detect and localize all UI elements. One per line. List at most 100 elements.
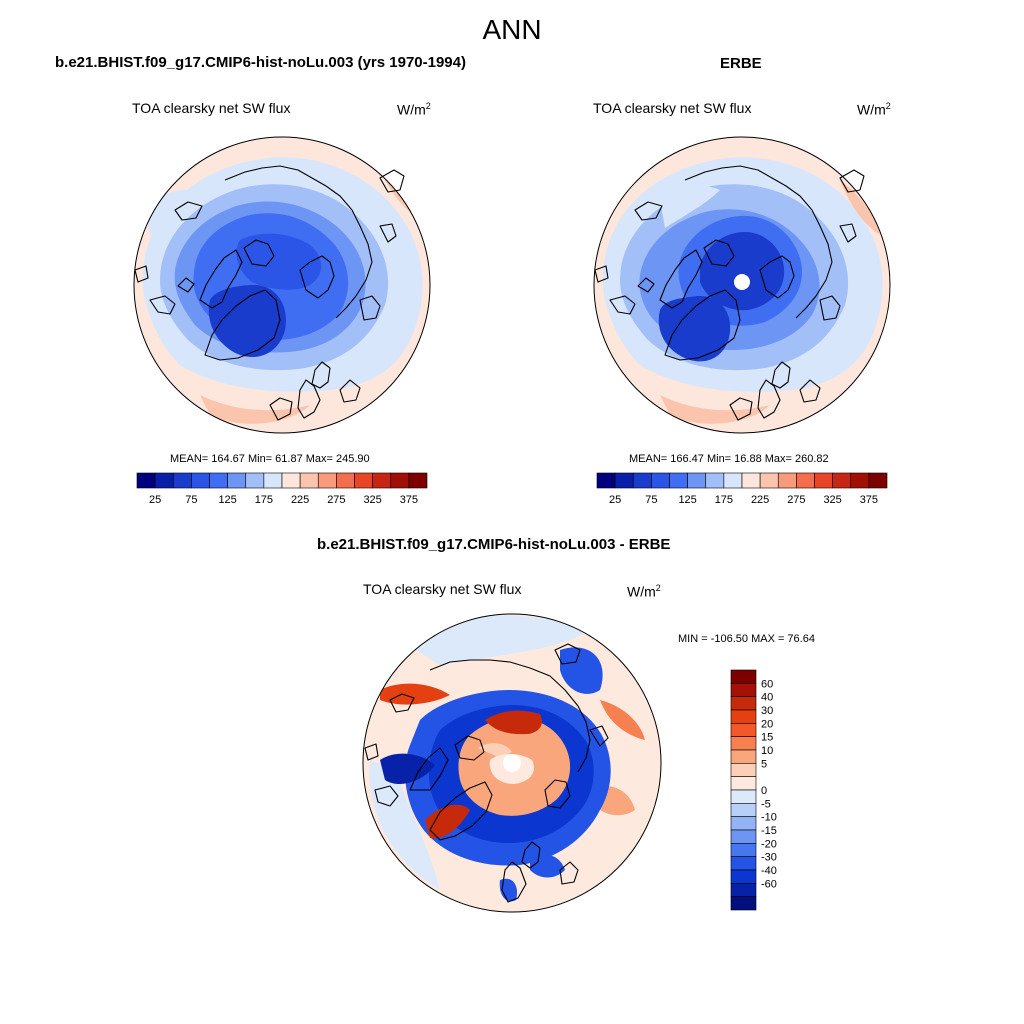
colorbar-obs-swatch bbox=[814, 472, 833, 489]
colorbar-obs-swatch bbox=[632, 472, 652, 489]
colorbar-diff-tick-label: 10 bbox=[761, 745, 773, 757]
colorbar-diff-swatch bbox=[730, 749, 757, 764]
colorbar-diff-tick-label: -20 bbox=[761, 838, 777, 850]
panel-a-variable: TOA clearsky net SW flux bbox=[132, 100, 291, 116]
colorbar-diff-swatch bbox=[730, 763, 757, 777]
colorbar-diff-swatch bbox=[730, 723, 757, 737]
panel-b-units: W/m2 bbox=[857, 101, 891, 118]
panel-c-variable: TOA clearsky net SW flux bbox=[363, 581, 522, 597]
colorbar-obs-tick-label: 75 bbox=[645, 494, 657, 506]
colorbar-model-swatch bbox=[299, 472, 319, 489]
colorbar-obs-swatch bbox=[759, 472, 779, 489]
panel-b-title: ERBE bbox=[720, 55, 762, 72]
colorbar-model-tick-label: 175 bbox=[255, 494, 273, 506]
colorbar-model-swatch bbox=[227, 472, 247, 489]
colorbar-obs-tick-label: 225 bbox=[751, 494, 769, 506]
colorbar-model-swatch bbox=[372, 472, 392, 489]
colorbar-model-tick-label: 25 bbox=[149, 494, 161, 506]
colorbar-diff-swatch bbox=[730, 669, 757, 684]
panel-b-stats: MEAN= 166.47 Min= 16.88 Max= 260.82 bbox=[629, 453, 829, 465]
colorbar-obs-swatch bbox=[651, 472, 670, 489]
panel-c-stats: MIN = -106.50 MAX = 76.64 bbox=[678, 633, 815, 645]
colorbar-model-swatch bbox=[390, 472, 410, 489]
colorbar-obs-swatch bbox=[614, 472, 634, 489]
colorbar-diff-swatch bbox=[730, 683, 757, 697]
colorbar-obs-swatch bbox=[850, 472, 870, 489]
panel-c-title: b.e21.BHIST.f09_g17.CMIP6-hist-noLu.003 … bbox=[317, 536, 671, 553]
colorbar-diff-tick-label: 5 bbox=[761, 758, 767, 770]
colorbar-model-swatch bbox=[263, 472, 283, 489]
map-obs bbox=[593, 136, 891, 434]
map-model-coastlines bbox=[134, 165, 405, 421]
colorbar-diff-swatch bbox=[730, 896, 757, 911]
map-obs-coastlines bbox=[594, 165, 865, 421]
colorbar-diff-swatch bbox=[730, 843, 757, 857]
colorbar-diff-swatch bbox=[730, 709, 757, 724]
map-diff-coastlines bbox=[364, 643, 609, 903]
colorbar-diff-tick-label: 0 bbox=[761, 785, 767, 797]
colorbar-obs-tick-label: 175 bbox=[715, 494, 733, 506]
colorbar-model-tick-label: 275 bbox=[327, 494, 345, 506]
colorbar-diff-swatch bbox=[730, 883, 757, 897]
colorbar-obs-swatch bbox=[741, 472, 761, 489]
panel-a-units: W/m2 bbox=[397, 101, 431, 118]
colorbar-obs-swatch bbox=[596, 472, 616, 489]
colorbar-model-swatch bbox=[354, 472, 373, 489]
colorbar-obs-tick-label: 25 bbox=[609, 494, 621, 506]
colorbar-obs-swatch bbox=[832, 472, 852, 489]
colorbar-model-tick-label: 375 bbox=[400, 494, 418, 506]
colorbar-model-tick-label: 225 bbox=[291, 494, 309, 506]
colorbar-obs: 25 75 125 175 225 275 325 375 bbox=[596, 472, 888, 506]
colorbar-model-swatch bbox=[154, 472, 174, 489]
colorbar-obs-swatch bbox=[669, 472, 688, 489]
colorbar-diff-tick-label: 20 bbox=[761, 718, 773, 730]
colorbar-diff-tick-label: 30 bbox=[761, 705, 773, 717]
figure-title: ANN bbox=[482, 14, 542, 45]
colorbar-model-tick-label: 325 bbox=[363, 494, 381, 506]
colorbar-model-swatch bbox=[191, 472, 210, 489]
colorbar-model-swatch bbox=[317, 472, 337, 489]
map-diff bbox=[362, 613, 662, 913]
colorbar-diff-tick-label: 15 bbox=[761, 732, 773, 744]
panel-a-title: b.e21.BHIST.f09_g17.CMIP6-hist-noLu.003 … bbox=[55, 54, 466, 71]
colorbar-diff-swatch bbox=[730, 776, 757, 791]
colorbar-diff-swatch bbox=[730, 869, 757, 884]
panel-a-stats: MEAN= 164.67 Min= 61.87 Max= 245.90 bbox=[170, 453, 370, 465]
colorbar-diff-swatch bbox=[730, 696, 757, 711]
colorbar-diff-tick-label: -15 bbox=[761, 825, 777, 837]
colorbar-model-swatch bbox=[281, 472, 301, 489]
colorbar-diff-swatch bbox=[730, 736, 757, 751]
colorbar-diff-tick-label: 40 bbox=[761, 692, 773, 704]
colorbar-diff-swatch bbox=[730, 803, 757, 817]
colorbar-diff-tick-label: -40 bbox=[761, 865, 777, 877]
colorbar-model-tick-label: 125 bbox=[218, 494, 236, 506]
colorbar-diff-tick-label: -10 bbox=[761, 812, 777, 824]
colorbar-diff-swatch bbox=[730, 789, 757, 804]
colorbar-diff-tick-label: -60 bbox=[761, 878, 777, 890]
colorbar-obs-tick-label: 375 bbox=[860, 494, 878, 506]
colorbar-model-swatch bbox=[172, 472, 192, 489]
panel-c-units: W/m2 bbox=[627, 583, 661, 600]
colorbar-obs-swatch bbox=[723, 472, 743, 489]
colorbar-model-swatch bbox=[408, 472, 428, 489]
colorbar-obs-swatch bbox=[687, 472, 707, 489]
colorbar-model-swatch bbox=[336, 472, 355, 489]
colorbar-model-swatch bbox=[209, 472, 228, 489]
colorbar-diff-tick-label: -5 bbox=[761, 798, 771, 810]
colorbar-obs-swatch bbox=[868, 472, 888, 489]
colorbar-model-swatch bbox=[245, 472, 265, 489]
colorbar-obs-tick-label: 325 bbox=[823, 494, 841, 506]
panel-b-variable: TOA clearsky net SW flux bbox=[593, 100, 752, 116]
colorbar-obs-tick-label: 275 bbox=[787, 494, 805, 506]
colorbar-obs-swatch bbox=[777, 472, 797, 489]
colorbar-diff-swatch bbox=[730, 829, 757, 844]
colorbar-obs-swatch bbox=[705, 472, 725, 489]
colorbar-model: 25 75 125 175 225 275 325 375 bbox=[136, 472, 428, 506]
colorbar-diff-tick-label: -30 bbox=[761, 852, 777, 864]
colorbar-obs-tick-label: 125 bbox=[678, 494, 696, 506]
colorbar-diff-swatch bbox=[730, 856, 757, 871]
colorbar-model-tick-label: 75 bbox=[185, 494, 197, 506]
colorbar-obs-swatch bbox=[796, 472, 815, 489]
